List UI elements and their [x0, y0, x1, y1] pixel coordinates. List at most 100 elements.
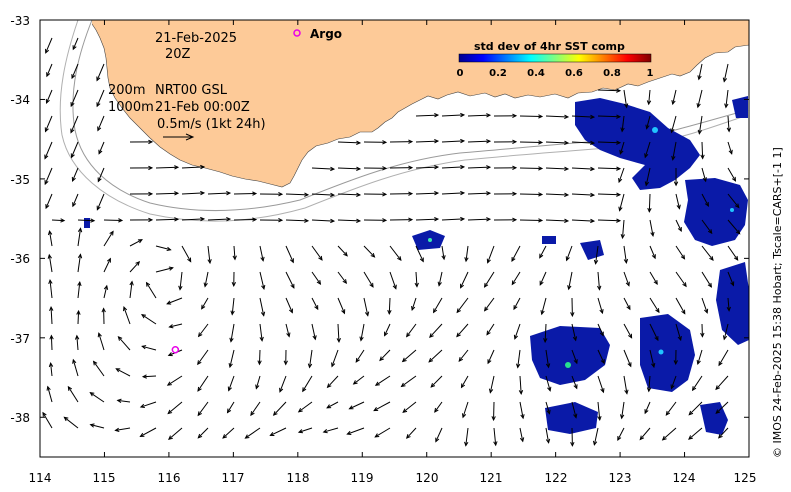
current-arrow [96, 63, 105, 82]
current-arrow [519, 114, 544, 119]
colorbar-tick: 1 [647, 68, 654, 79]
current-arrow [670, 375, 677, 390]
current-arrow [458, 349, 469, 362]
current-arrow [675, 323, 682, 342]
colorbar-gradient [458, 53, 652, 63]
current-arrow [311, 218, 336, 224]
current-arrow [597, 271, 602, 291]
current-arrow [259, 271, 266, 291]
current-arrow [467, 217, 492, 222]
current-arrow [116, 398, 131, 403]
current-arrow [311, 297, 319, 311]
time-label: 20Z [165, 47, 191, 62]
x-tick-label: 124 [673, 471, 696, 485]
current-arrow [493, 427, 498, 447]
current-arrow [491, 401, 496, 422]
current-arrow [285, 218, 310, 223]
current-arrow [571, 114, 596, 120]
current-arrow [726, 115, 732, 133]
current-arrow [46, 63, 53, 78]
depth-1000m-label: 1000m [108, 100, 154, 115]
current-arrow [415, 139, 440, 144]
current-arrow [97, 332, 105, 351]
current-arrow [311, 323, 317, 341]
argo-float-marker[interactable] [171, 345, 180, 354]
colorbar-tick: 0.8 [603, 68, 621, 79]
current-arrow [597, 114, 622, 119]
current-arrow [649, 219, 655, 237]
current-arrow [644, 141, 651, 159]
current-arrow [488, 375, 495, 394]
current-arrow [545, 192, 570, 198]
current-arrow [231, 271, 236, 287]
current-arrow [363, 245, 376, 258]
current-arrow [197, 349, 209, 366]
current-arrow [285, 297, 293, 314]
colorbar-tick: 0.2 [489, 68, 507, 79]
current-arrow [519, 427, 525, 443]
depth-200m-label: 200m [108, 83, 145, 98]
current-arrow [456, 323, 469, 338]
current-arrow [70, 115, 79, 134]
current-arrow [45, 193, 53, 210]
current-arrow [98, 141, 105, 155]
map-annotations: 21-Feb-2025 20Z 200m NRT00 GSL 1000m 21-… [108, 31, 266, 141]
current-arrow [688, 401, 703, 416]
current-arrow [233, 217, 258, 222]
current-arrow [117, 335, 131, 351]
current-arrow [701, 193, 709, 208]
current-arrow [139, 401, 157, 409]
current-arrow [646, 89, 652, 106]
current-arrow [363, 140, 388, 145]
current-arrow [67, 385, 79, 403]
current-arrow [415, 165, 440, 170]
current-arrow [727, 219, 741, 235]
current-arrow [96, 89, 105, 108]
current-arrow [46, 385, 53, 403]
current-arrow [461, 401, 469, 419]
current-arrow [70, 141, 79, 159]
current-arrow [570, 297, 575, 318]
current-arrow [519, 140, 544, 145]
current-arrow [411, 297, 417, 312]
current-arrow [181, 164, 206, 170]
current-arrow [389, 217, 414, 222]
current-arrow [567, 271, 573, 291]
current-arrow [337, 166, 362, 171]
current-arrow [44, 115, 53, 133]
current-arrow [597, 166, 622, 171]
current-arrow [597, 375, 605, 394]
current-arrow [405, 427, 417, 439]
current-arrow [487, 349, 495, 365]
current-arrow [571, 323, 578, 342]
current-arrow [415, 217, 440, 222]
current-arrow [389, 191, 414, 196]
current-arrow [279, 375, 287, 393]
current-arrow [226, 401, 235, 414]
current-arrow [272, 401, 287, 416]
x-tick-label: 125 [734, 471, 757, 485]
current-arrow [168, 323, 183, 329]
current-arrow [435, 427, 443, 443]
colorbar-tick: 0.4 [527, 68, 545, 79]
current-arrow [717, 427, 729, 439]
current-arrow [72, 193, 79, 208]
current-arrow [618, 167, 625, 184]
current-arrow [155, 266, 174, 273]
x-tick-label: 119 [351, 471, 374, 485]
current-arrow [571, 166, 596, 172]
current-arrow [726, 297, 731, 312]
current-arrow [244, 427, 261, 439]
current-arrow [460, 271, 469, 289]
current-arrow [71, 63, 79, 80]
current-arrow [545, 114, 570, 120]
current-arrow [387, 297, 392, 315]
axis-ticks [39, 19, 750, 457]
current-arrow [47, 253, 53, 273]
current-arrow [618, 193, 625, 212]
current-arrow [123, 306, 131, 325]
current-arrow [129, 217, 154, 223]
current-arrow [92, 360, 105, 377]
current-arrow [571, 375, 578, 390]
